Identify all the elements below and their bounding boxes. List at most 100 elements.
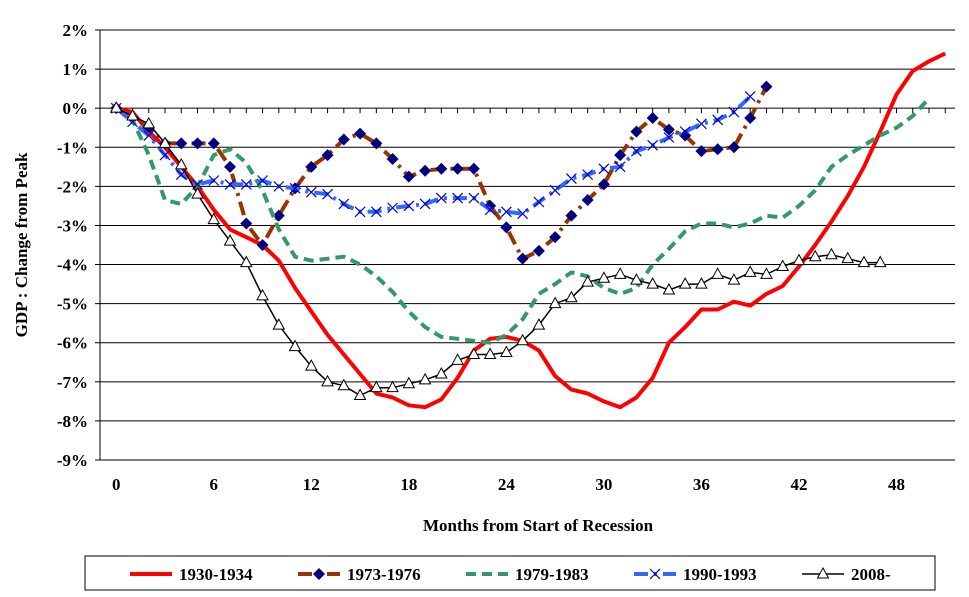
diamond-marker bbox=[305, 160, 318, 173]
diamond-marker bbox=[549, 231, 562, 244]
triangle-marker bbox=[873, 255, 887, 268]
y-tick-label: -7% bbox=[57, 373, 88, 392]
diamond-marker bbox=[711, 143, 724, 156]
legend-label: 1990-1993 bbox=[683, 565, 757, 584]
diamond-marker bbox=[451, 162, 464, 175]
x-tick-label: 30 bbox=[595, 475, 612, 494]
triangle-marker bbox=[483, 347, 497, 359]
triangle-marker bbox=[532, 318, 546, 330]
y-tick-label: 1% bbox=[63, 60, 89, 79]
x-tick-labels: 0 6 12 18 24 30 36 42 48 bbox=[112, 475, 905, 494]
x-marker bbox=[387, 202, 399, 214]
x-marker bbox=[549, 184, 561, 196]
triangle-marker bbox=[678, 277, 692, 289]
x-marker bbox=[517, 208, 529, 220]
series-1990-1993 bbox=[110, 91, 756, 220]
legend-item: 2008- bbox=[802, 565, 891, 584]
x-marker bbox=[452, 192, 464, 204]
x-marker bbox=[484, 204, 496, 216]
triangle-marker bbox=[727, 273, 741, 285]
x-tick-label: 42 bbox=[790, 475, 807, 494]
diamond-marker bbox=[435, 162, 448, 175]
x-marker bbox=[582, 169, 594, 181]
triangle-marker bbox=[516, 333, 529, 346]
triangle-marker bbox=[304, 359, 318, 371]
legend: 1930-1934 1973-1976 1979-1983 1990-1993 2008… bbox=[130, 565, 891, 584]
triangle-marker bbox=[695, 277, 708, 289]
triangle-marker bbox=[451, 353, 464, 365]
y-tick-label: -9% bbox=[57, 451, 88, 470]
x-axis-title: Months from Start of Recession bbox=[423, 516, 654, 535]
x-marker bbox=[663, 132, 675, 143]
triangle-marker bbox=[776, 259, 790, 271]
triangle-marker bbox=[435, 366, 448, 379]
triangle-marker bbox=[548, 296, 562, 309]
triangle-marker bbox=[500, 345, 513, 357]
triangle-marker bbox=[158, 136, 172, 148]
gridlines bbox=[95, 29, 955, 461]
series-line bbox=[115, 97, 931, 345]
triangle-marker bbox=[109, 101, 123, 113]
triangle-marker bbox=[630, 273, 643, 285]
series-2008- bbox=[109, 101, 887, 400]
x-marker bbox=[224, 178, 236, 190]
diamond-marker bbox=[321, 149, 334, 162]
diamond-marker bbox=[175, 137, 188, 150]
diamond-marker bbox=[646, 111, 659, 124]
y-tick-label: -4% bbox=[57, 256, 88, 275]
triangle-marker bbox=[467, 347, 481, 359]
x-marker bbox=[338, 198, 350, 210]
legend-item: 1973-1976 bbox=[298, 565, 421, 584]
y-tick-label: -3% bbox=[57, 216, 88, 235]
triangle-marker bbox=[825, 247, 838, 260]
diamond-marker bbox=[313, 568, 325, 580]
diamond-marker bbox=[581, 194, 594, 207]
diamond-marker bbox=[679, 129, 692, 142]
triangle-marker bbox=[581, 275, 594, 287]
triangle-marker bbox=[760, 267, 773, 279]
diamond-marker bbox=[744, 111, 757, 124]
diamond-marker bbox=[565, 209, 578, 222]
x-marker bbox=[403, 200, 415, 212]
triangle-marker bbox=[174, 157, 188, 170]
triangle-marker bbox=[565, 290, 578, 303]
x-marker bbox=[565, 173, 577, 184]
triangle-marker bbox=[743, 265, 757, 277]
triangle-marker bbox=[353, 388, 367, 400]
triangle-marker bbox=[418, 372, 432, 385]
triangle-marker bbox=[711, 267, 725, 279]
triangle-marker bbox=[272, 318, 286, 330]
diamond-marker bbox=[240, 217, 253, 230]
diamond-marker bbox=[207, 137, 220, 150]
x-marker bbox=[647, 139, 659, 151]
x-tick-label: 24 bbox=[498, 475, 516, 494]
triangle-marker bbox=[321, 374, 334, 387]
x-marker bbox=[289, 182, 301, 194]
x-marker bbox=[240, 178, 252, 190]
series-line bbox=[115, 51, 947, 410]
y-axis-title: GDP : Change from Peak bbox=[12, 152, 31, 337]
x-marker bbox=[273, 180, 285, 192]
triangle-marker bbox=[816, 566, 830, 579]
triangle-marker bbox=[126, 108, 139, 121]
y-tick-label: 2% bbox=[63, 21, 89, 40]
triangle-marker bbox=[191, 187, 204, 199]
diamond-marker bbox=[467, 162, 480, 175]
diamond-marker bbox=[727, 141, 740, 154]
triangle-marker bbox=[142, 116, 156, 129]
diamond-marker bbox=[191, 137, 204, 150]
diamond-marker bbox=[402, 170, 415, 183]
x-marker bbox=[208, 175, 220, 186]
diamond-marker bbox=[370, 137, 383, 150]
series-lines bbox=[109, 51, 947, 410]
y-tick-label: -2% bbox=[57, 177, 88, 196]
diamond-marker bbox=[662, 123, 675, 136]
x-marker bbox=[322, 188, 333, 200]
triangle-marker bbox=[239, 255, 253, 268]
diamond-marker bbox=[354, 127, 367, 140]
y-tick-label: -6% bbox=[57, 334, 88, 353]
x-tick-label: 48 bbox=[888, 475, 905, 494]
x-marker bbox=[468, 192, 480, 204]
diamond-marker bbox=[386, 153, 399, 165]
